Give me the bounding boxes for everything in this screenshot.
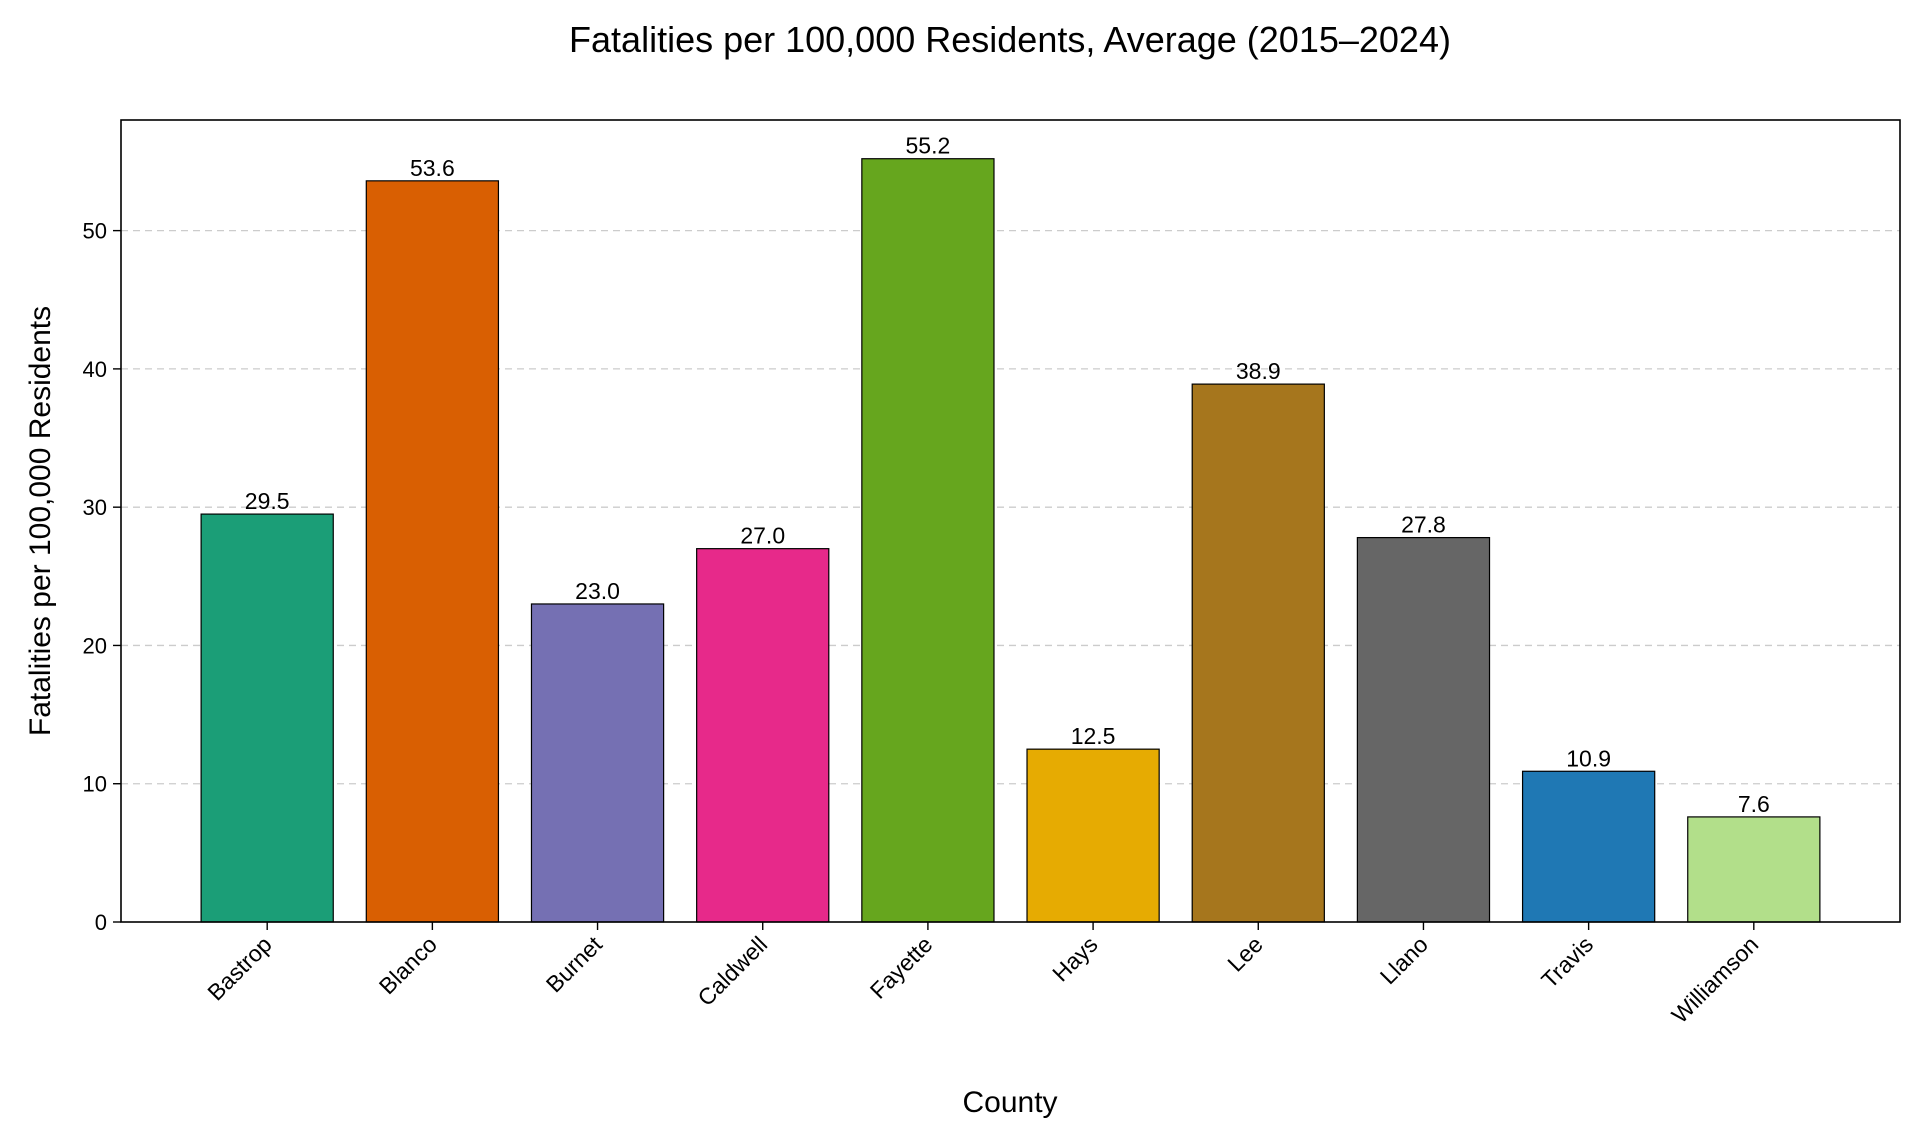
bar-fayette — [861, 158, 995, 923]
bar-travis — [1521, 770, 1656, 923]
x-tick-label: Llano — [1375, 931, 1433, 989]
bar-llano — [1356, 536, 1491, 923]
bar-value-label: 27.0 — [740, 523, 785, 549]
bar-value-label: 29.5 — [245, 488, 290, 514]
bar-williamson — [1687, 816, 1821, 923]
x-tick-label: Burnet — [541, 931, 608, 998]
x-axis-ticks: Bastrop Blanco Burnet Caldwell Fayette Hays Le… — [202, 922, 1763, 1028]
bar-value-label: 27.8 — [1401, 512, 1446, 538]
bar-hays — [1026, 748, 1160, 923]
y-tick-label: 40 — [83, 357, 107, 382]
x-tick-label: Fayette — [865, 931, 938, 1004]
y-tick-label: 50 — [83, 219, 107, 244]
bar-bastrop — [200, 513, 334, 923]
y-tick-label: 0 — [95, 910, 107, 935]
bar-burnet — [530, 603, 665, 923]
bar-value-label: 38.9 — [1236, 358, 1281, 384]
y-tick-label: 30 — [83, 495, 107, 520]
chart-title: Fatalities per 100,000 Residents, Averag… — [569, 19, 1451, 60]
bar-value-label: 53.6 — [410, 155, 455, 181]
bar-blanco — [365, 180, 500, 923]
x-tick-label: Williamson — [1666, 931, 1763, 1028]
bar-caldwell — [696, 548, 830, 923]
plot-frame — [120, 119, 1901, 923]
bars: 29.5 53.6 23.0 27.0 55.2 12.5 38.9 27.8 10.9 7.6 — [200, 133, 1821, 923]
x-tick-label: Bastrop — [202, 931, 276, 1005]
bar-value-label: 7.6 — [1738, 791, 1770, 817]
bar-value-label: 23.0 — [575, 578, 620, 604]
y-axis-ticks: 0 10 20 30 40 50 — [83, 219, 121, 935]
bar-value-label: 10.9 — [1566, 745, 1611, 771]
x-tick-label: Blanco — [374, 931, 442, 999]
x-tick-label: Travis — [1536, 931, 1598, 993]
x-tick-label: Lee — [1222, 931, 1268, 977]
bar-value-label: 12.5 — [1071, 723, 1116, 749]
y-tick-label: 20 — [83, 633, 107, 658]
x-axis-label: County — [962, 1086, 1057, 1119]
x-tick-label: Hays — [1047, 931, 1102, 986]
y-tick-label: 10 — [83, 772, 107, 797]
y-axis-label: Fatalities per 100,000 Residents — [24, 306, 57, 736]
x-tick-label: Caldwell — [692, 931, 772, 1011]
bar-value-label: 55.2 — [906, 133, 951, 159]
bar-lee — [1191, 383, 1325, 923]
